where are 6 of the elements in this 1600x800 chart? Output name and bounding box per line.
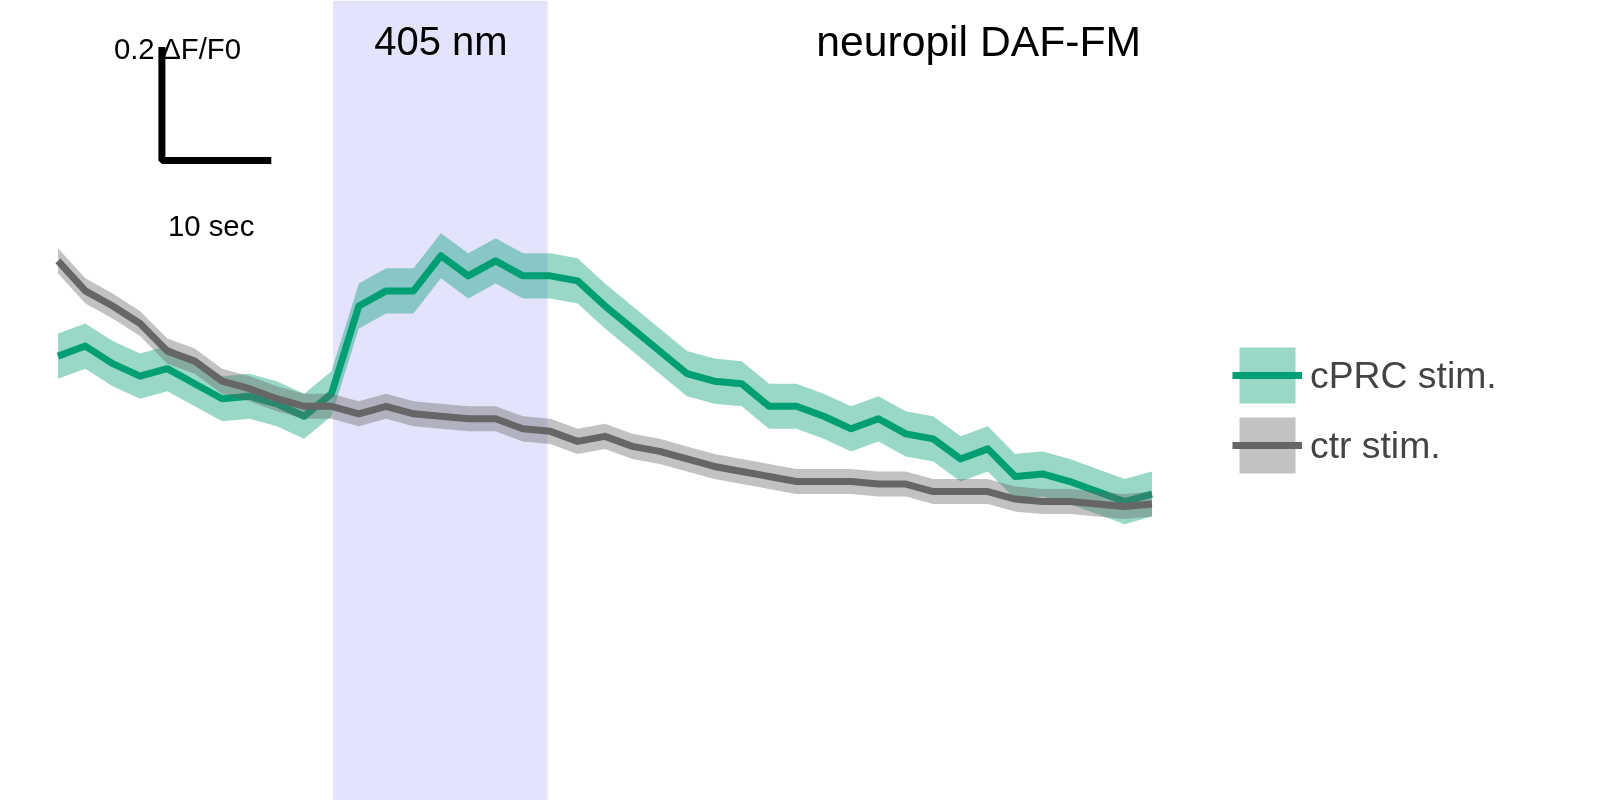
text: 0.2 ΔF/F0 (113, 32, 242, 65)
legend-label: ctr stim. (1310, 423, 1441, 467)
chart-title: neuropil DAF-FM (816, 16, 1142, 65)
text: 10 sec (167, 209, 255, 242)
legend-label: cPRC stim. (1310, 353, 1497, 397)
text: 405 nm (374, 18, 508, 63)
